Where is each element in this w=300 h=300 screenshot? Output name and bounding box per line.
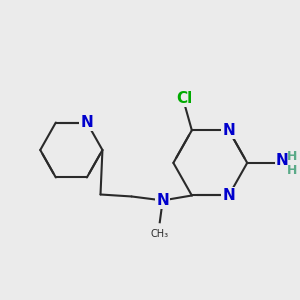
Text: H: H [287,150,297,164]
Text: N: N [275,153,288,168]
Text: N: N [222,188,235,203]
Text: CH₃: CH₃ [151,229,169,239]
Text: Cl: Cl [176,91,192,106]
Text: N: N [156,193,169,208]
Text: N: N [222,123,235,138]
Text: H: H [287,164,297,177]
Text: N: N [80,115,93,130]
